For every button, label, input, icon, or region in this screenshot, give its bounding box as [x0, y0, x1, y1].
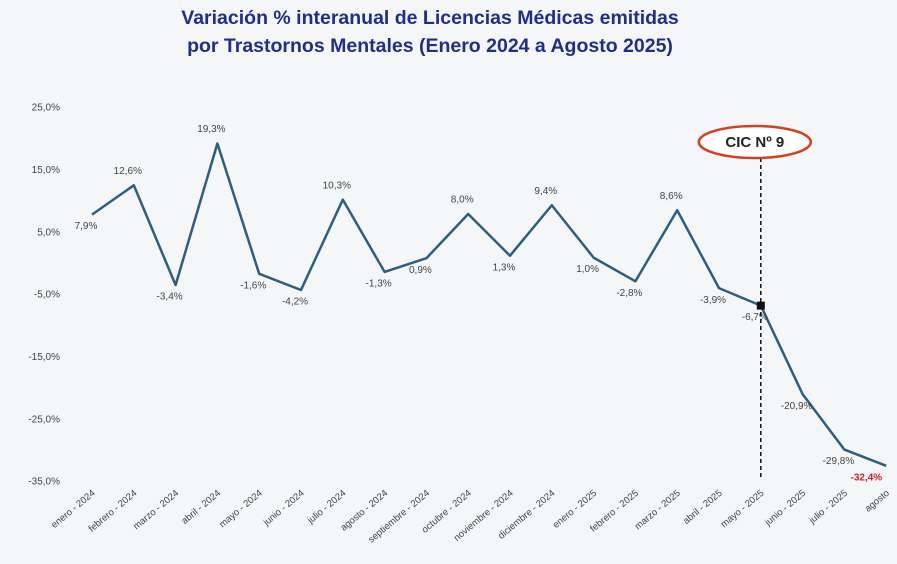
value-label: 1,0% — [576, 264, 599, 275]
chart-title: Variación % interanual de Licencias Médi… — [181, 7, 679, 29]
x-tick-label: abril - 2025 — [681, 488, 724, 527]
value-label: -32,4% — [851, 472, 883, 483]
annotation-ellipse — [697, 124, 813, 160]
y-tick-label: -5,0% — [34, 290, 60, 301]
value-label: 0,9% — [409, 265, 432, 276]
value-label: 12,6% — [114, 166, 142, 177]
y-tick-label: -25,0% — [28, 414, 60, 425]
x-tick-label: mayo - 2024 — [217, 488, 265, 530]
y-tick-label: 5,0% — [37, 227, 60, 238]
y-tick-label: 15,0% — [32, 165, 60, 176]
value-label: -20,9% — [781, 401, 813, 412]
x-tick-label: abril - 2024 — [179, 488, 222, 527]
value-label: 9,4% — [534, 186, 557, 197]
chart-title: por Trastornos Mentales (Enero 2024 a Ag… — [187, 35, 673, 57]
value-label: 19,3% — [197, 124, 225, 135]
x-tick-label: marzo - 2024 — [131, 488, 181, 532]
value-label: -3,9% — [700, 295, 726, 306]
x-tick-label: agosto — [863, 488, 892, 515]
value-label: -6,7% — [742, 312, 768, 323]
line — [91, 142, 887, 467]
x-tick-label: junio - 2024 — [261, 488, 307, 529]
y-tick-label: -15,0% — [28, 352, 60, 363]
value-label: 8,6% — [660, 191, 683, 202]
value-label: -1,3% — [366, 279, 392, 290]
value-label: -3,4% — [157, 292, 183, 303]
y-tick-label: -35,0% — [28, 477, 60, 488]
annotation-text: CIC Nº 9 — [725, 134, 784, 151]
x-tick-label: mayo - 2025 — [719, 488, 767, 530]
value-label: -1,6% — [240, 280, 266, 291]
value-label: -29,8% — [823, 456, 855, 467]
value-label: 7,9% — [75, 221, 98, 232]
value-label: 8,0% — [451, 195, 474, 206]
value-label: 1,3% — [493, 262, 516, 273]
value-label: -2,8% — [616, 288, 642, 299]
annotation-marker — [756, 301, 765, 310]
x-tick-label: julio - 2025 — [806, 488, 849, 527]
value-label: 10,3% — [323, 180, 351, 191]
y-tick-label: 25,0% — [32, 103, 60, 114]
value-label: -4,2% — [282, 297, 308, 308]
x-tick-label: marzo - 2025 — [633, 488, 683, 532]
x-tick-label: julio - 2024 — [305, 488, 348, 527]
x-tick-label: junio - 2025 — [762, 488, 808, 529]
